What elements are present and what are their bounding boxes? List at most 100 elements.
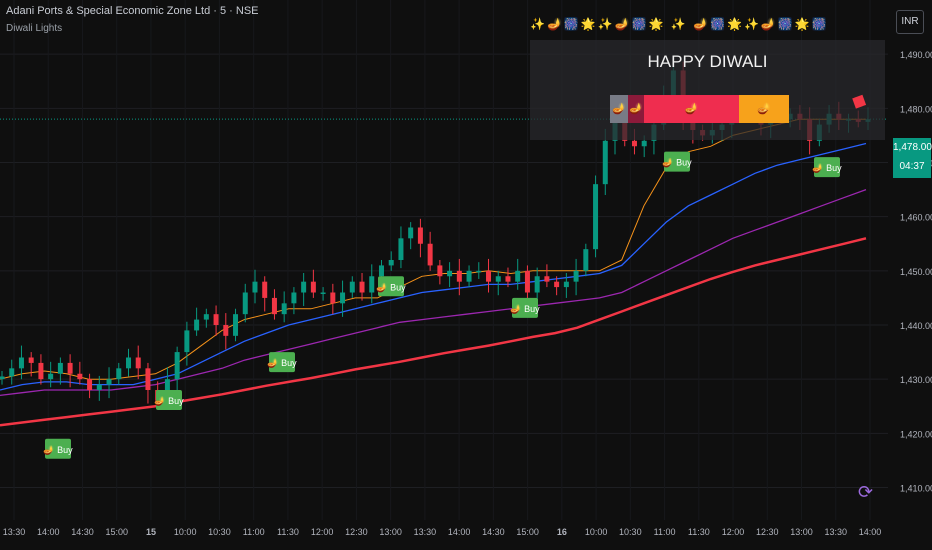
candle-body (213, 314, 219, 325)
x-tick-label: 11:00 (243, 527, 265, 537)
candle-body (398, 238, 404, 260)
candle-body (602, 140, 608, 185)
x-tick-label: 12:00 (722, 527, 745, 537)
candle-body (125, 357, 131, 369)
candle-body (563, 281, 569, 288)
y-tick-label: 1,480.00 (900, 104, 932, 114)
buy-signal: 🪔 Buy (154, 390, 184, 410)
candle-body (184, 330, 190, 353)
indicator-label[interactable]: Diwali Lights (6, 23, 63, 34)
candle-body (9, 368, 15, 377)
candle-body (194, 319, 200, 331)
symbol-title[interactable]: Adani Ports & Special Economic Zone Ltd … (6, 5, 259, 17)
candle-body (593, 184, 599, 250)
buy-signals: 🪔 Buy 🪔 Buy 🪔 Buy 🪔 Buy 🪔 Buy 🪔 Buy 🪔 Buy (43, 151, 842, 459)
diya-segment: 🪔 (644, 95, 739, 123)
candle-body (242, 292, 248, 315)
x-tick-label: 11:00 (654, 527, 676, 537)
buy-signal-box (664, 151, 690, 172)
candle-body (96, 384, 102, 390)
candle-body (271, 297, 277, 315)
candle-body (106, 379, 112, 385)
candle-body (388, 260, 394, 266)
candle-body (349, 281, 355, 293)
diwali-color-bar: 🪔 🪔 🪔 🪔 (610, 95, 789, 123)
buy-signal-box (156, 390, 182, 410)
x-tick-label: 13:30 (3, 527, 26, 537)
candle-body (641, 140, 647, 147)
x-tick-label: 10:30 (619, 527, 642, 537)
buy-signal: 🪔 Buy (267, 352, 297, 373)
candle-body (281, 303, 287, 315)
candle-body (486, 270, 492, 282)
candle-body (330, 292, 336, 304)
buy-signal-label: 🪔 Buy (662, 157, 692, 168)
candle-body (340, 292, 346, 304)
x-tick-label: 14:00 (37, 527, 60, 537)
last-price-badge: 1,478.00 04:37 (893, 138, 932, 178)
x-tick-label: 13:00 (790, 527, 813, 537)
bar-countdown: 04:37 (899, 161, 925, 172)
ema-line (0, 237, 867, 427)
emoji-lights-strip: ✨🪔🎆🌟✨🪔🎆🌟 ✨ 🪔🎆🌟✨🪔🎆🌟🎆 (530, 17, 829, 31)
buy-signal-label: 🪔 Buy (267, 357, 297, 368)
x-tick-label: 15:00 (105, 527, 128, 537)
candle-body (203, 314, 209, 320)
candle-body (583, 249, 589, 271)
y-tick-label: 1,440.00 (900, 321, 932, 331)
candle-body (631, 140, 637, 147)
candle-body (223, 325, 229, 336)
buy-signal: 🪔 Buy (376, 276, 406, 297)
x-tick-label: 13:30 (414, 527, 437, 537)
candle-body (48, 373, 54, 380)
ema-line (0, 188, 867, 397)
y-tick-label: 1,420.00 (900, 429, 932, 439)
candle-body (262, 281, 268, 298)
x-tick-label: 14:30 (71, 527, 94, 537)
candle-body (573, 270, 579, 282)
last-price-value: 1,478.00 (893, 142, 932, 153)
diya-segment: 🪔 (610, 95, 628, 123)
candle-body (310, 281, 316, 293)
replay-icon[interactable]: ⟳ (858, 482, 874, 502)
candle-body (534, 276, 540, 293)
buy-signal-box (512, 297, 538, 318)
candle-body (38, 362, 44, 380)
candle-body (174, 352, 180, 380)
buy-signal: 🪔 Buy (812, 157, 842, 178)
y-tick-label: 1,490.00 (900, 50, 932, 60)
y-axis[interactable]: 1,410.00 1,420.00 1,430.00 1,440.00 1,450.00… (900, 50, 932, 493)
candle-body (320, 292, 326, 294)
candle-body (291, 292, 297, 304)
x-tick-label: 12:00 (311, 527, 334, 537)
candle-body (437, 265, 443, 277)
x-tick-label: 13:00 (379, 527, 402, 537)
grid-lines (0, 0, 888, 520)
buy-signal: 🪔 Buy (43, 438, 73, 459)
buy-signal-box (45, 438, 71, 459)
y-tick-label: 1,450.00 (900, 267, 932, 277)
candle-body (67, 362, 73, 374)
buy-signal-box (269, 352, 295, 373)
currency-button[interactable]: INR (896, 10, 924, 34)
diya-segment: 🪔 (739, 95, 789, 123)
x-tick-label: 15 (146, 527, 156, 537)
buy-signal: 🪔 Buy (510, 297, 540, 318)
x-tick-label: 14:00 (448, 527, 471, 537)
candle-body (466, 270, 472, 282)
candle-body (57, 362, 63, 374)
ema-line (0, 118, 866, 380)
x-tick-label: 15:00 (516, 527, 539, 537)
buy-signal-label: 🪔 Buy (812, 162, 842, 173)
candle-body (408, 227, 414, 239)
y-tick-label: 1,460.00 (900, 213, 932, 223)
happy-diwali-text: HAPPY DIWALI (647, 52, 768, 71)
candle-body (145, 368, 151, 390)
candle-body (252, 281, 258, 293)
candle-body (28, 357, 34, 363)
x-axis[interactable]: 13:30 14:00 14:30 15:00 15 10:00 10:30 11:00 11:… (3, 527, 882, 537)
x-tick-label: 11:30 (277, 527, 299, 537)
buy-signal-label: 🪔 Buy (43, 444, 73, 455)
candle-body (87, 379, 93, 390)
candle-body (378, 265, 384, 277)
